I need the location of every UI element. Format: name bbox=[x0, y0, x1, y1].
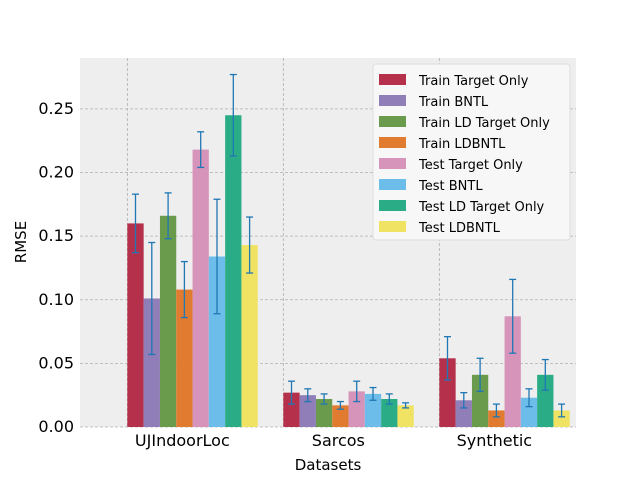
bar bbox=[143, 298, 160, 427]
error-bar-group bbox=[132, 73, 566, 418]
bar bbox=[283, 392, 300, 427]
bar bbox=[176, 289, 193, 427]
legend-label: Train LDBNTL bbox=[418, 137, 506, 152]
bar bbox=[504, 316, 521, 427]
bar bbox=[299, 395, 316, 427]
y-axis-label: RMSE bbox=[12, 221, 30, 263]
legend-swatch bbox=[379, 95, 406, 106]
legend-label: Train Target Only bbox=[418, 74, 529, 89]
legend-swatch bbox=[379, 74, 406, 85]
bar bbox=[397, 405, 414, 427]
legend-label: Train BNTL bbox=[418, 95, 489, 110]
y-tick-label: 0.20 bbox=[38, 163, 74, 182]
bar bbox=[332, 405, 349, 427]
bar bbox=[225, 115, 242, 428]
y-tick-label: 0.10 bbox=[38, 290, 74, 309]
legend-swatch bbox=[379, 179, 406, 190]
bar bbox=[381, 399, 398, 427]
legend-swatch bbox=[379, 137, 406, 148]
bar bbox=[537, 374, 554, 427]
x-tick-label: Synthetic bbox=[457, 431, 533, 450]
y-tick-label: 0.05 bbox=[38, 353, 74, 372]
y-tick-label: 0.00 bbox=[38, 417, 74, 436]
legend-swatch bbox=[379, 116, 406, 127]
x-tick-label: Sarcos bbox=[312, 431, 365, 450]
bar bbox=[159, 215, 177, 427]
legend-swatch bbox=[379, 200, 406, 211]
bar bbox=[520, 397, 538, 427]
y-tick-label: 0.25 bbox=[38, 99, 74, 118]
bar bbox=[471, 374, 489, 427]
x-tick-labels: UJIndoorLoc Sarcos Synthetic bbox=[135, 431, 532, 450]
legend-swatch bbox=[379, 158, 406, 169]
bar bbox=[241, 245, 258, 427]
bar-group bbox=[127, 115, 570, 428]
bar bbox=[315, 399, 333, 427]
legend-swatch bbox=[379, 221, 406, 232]
bar bbox=[553, 410, 570, 427]
bar bbox=[364, 393, 382, 427]
legend-label: Train LD Target Only bbox=[418, 116, 550, 131]
bar bbox=[348, 391, 365, 427]
legend: Train Target Only Train BNTL Train LD Targ… bbox=[372, 63, 571, 241]
legend-label: Test LDBNTL bbox=[418, 221, 501, 236]
bar bbox=[455, 400, 472, 427]
bar bbox=[192, 149, 209, 427]
y-tick-labels: 0.00 0.05 0.10 0.15 0.20 0.25 bbox=[38, 99, 74, 436]
bar bbox=[127, 223, 144, 427]
legend-box bbox=[372, 63, 571, 241]
legend-label: Test LD Target Only bbox=[418, 200, 545, 215]
bar bbox=[208, 256, 226, 427]
legend-label: Test BNTL bbox=[418, 179, 483, 194]
x-tick-label: UJIndoorLoc bbox=[135, 431, 230, 450]
y-tick-label: 0.15 bbox=[38, 226, 74, 245]
bar bbox=[439, 358, 456, 427]
x-axis-label: Datasets bbox=[295, 456, 362, 474]
bar bbox=[488, 410, 505, 427]
legend-label: Test Target Only bbox=[418, 158, 523, 173]
